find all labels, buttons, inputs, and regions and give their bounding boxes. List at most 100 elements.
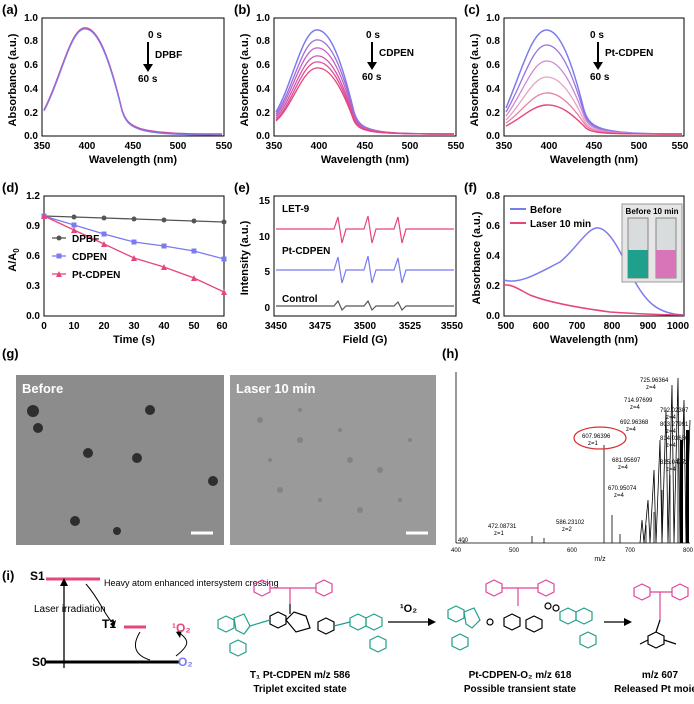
i-o2: O₂ [178, 655, 193, 669]
h-peak: 670.95074 [608, 486, 637, 492]
panel-g: (g) Before Laser 10 min [2, 346, 436, 545]
e-ytick: 10 [259, 232, 271, 243]
i-mol3-sub: Released Pt moiety [614, 684, 694, 695]
panel-e-ylabel: Intensity (a.u.) [239, 220, 251, 295]
b-ytick: 0.8 [256, 36, 270, 47]
panel-c-label: (c) [464, 2, 480, 17]
panel-e: (e) Intensity (a.u.) 0 5 10 15 3450 3475… [234, 180, 464, 346]
a-ytick: 0.8 [24, 36, 38, 47]
i-isc: Heavy atom enhanced intersystem crossing [104, 578, 279, 588]
h-peak-z: z=4 [646, 385, 657, 391]
panel-i: (i) S1 Laser irradiation S0 Heavy atom e… [2, 568, 694, 695]
panel-b-ylabel: Absorbance (a.u.) [239, 33, 251, 126]
panel-b-xlabel: Wavelength (nm) [321, 154, 410, 166]
h-peak-z: z=4 [626, 427, 637, 433]
panel-e-xlabel: Field (G) [343, 334, 388, 346]
panel-a-xlabel: Wavelength (nm) [89, 154, 178, 166]
h-peak: 725.96364 [640, 378, 669, 384]
e-ytick: 15 [259, 196, 271, 207]
i-mol3-title: m/z 607 [642, 670, 679, 681]
b-xtick: 550 [448, 141, 465, 152]
c-end: 60 s [590, 72, 610, 83]
f-legend-laser: Laser 10 min [530, 219, 591, 230]
c-xtick: 450 [586, 141, 603, 152]
f-ytick: 0.4 [486, 251, 500, 262]
d-legend-cdpen: CDPEN [72, 252, 107, 263]
a-xtick: 400 [79, 141, 96, 152]
h-peak: 692.96368 [620, 420, 649, 426]
c-xtick: 550 [672, 141, 689, 152]
i-mol2-sub: Possible transient state [464, 684, 577, 695]
h-peak-z: z=4 [630, 405, 641, 411]
e-trace-control: Control [282, 294, 318, 305]
h-xtick: 500 [509, 548, 520, 554]
f-xtick: 1000 [667, 321, 690, 332]
c-ytick: 0.0 [486, 131, 500, 142]
f-legend-before: Before [530, 205, 562, 216]
f-xtick: 900 [640, 321, 657, 332]
f-xtick: 700 [569, 321, 586, 332]
b-start: 0 s [366, 30, 380, 41]
h-peak-z: z=4 [614, 493, 625, 499]
b-ytick: 0.0 [256, 131, 270, 142]
f-inset-label: Before 10 min [626, 207, 679, 216]
h-xtick: 700 [625, 548, 636, 554]
a-ytick: 0.6 [24, 60, 38, 71]
panel-d: (d) A/A0 0.0 0.3 0.6 0.9 1.2 0 10 20 30 … [2, 180, 228, 346]
h-xlabel: m/z [594, 556, 606, 563]
panel-f-xlabel: Wavelength (nm) [550, 334, 639, 346]
panel-i-label: (i) [2, 568, 14, 583]
g-before-title: Before [22, 381, 63, 396]
f-xtick: 600 [533, 321, 550, 332]
b-xtick: 350 [266, 141, 283, 152]
molecule-3-structure [633, 583, 689, 649]
panel-c-ylabel: Absorbance (a.u.) [469, 33, 481, 126]
i-singlet-o2: ¹O₂ [172, 621, 191, 635]
d-ytick: 0.0 [26, 311, 40, 322]
i-arrow-label: ¹O₂ [400, 603, 417, 615]
c-xtick: 400 [541, 141, 558, 152]
c-species: Pt-CDPEN [605, 48, 653, 59]
h-xtick: 600 [567, 548, 578, 554]
d-ytick: 0.3 [26, 281, 40, 292]
h-peak-z: z=4 [666, 443, 677, 449]
e-ytick: 5 [264, 267, 270, 278]
e-xtick: 3475 [309, 321, 332, 332]
a-xtick: 500 [170, 141, 187, 152]
b-xtick: 450 [357, 141, 374, 152]
h-peak: 825.04272 [660, 460, 689, 466]
d-ytick: 0.6 [26, 251, 40, 262]
h-peak: 681.95697 [612, 458, 641, 464]
h-peak-z: z=4 [666, 467, 677, 473]
i-s0: S0 [32, 655, 47, 669]
a-xtick: 350 [34, 141, 51, 152]
c-start: 0 s [590, 30, 604, 41]
d-ytick: 1.2 [26, 191, 40, 202]
panel-b-label: (b) [234, 2, 251, 17]
b-ytick: 0.2 [256, 108, 270, 119]
panel-a-label: (a) [2, 2, 18, 17]
i-laser: Laser irradiation [34, 604, 106, 615]
f-ytick: 0.8 [486, 191, 500, 202]
i-mol2-title: Pt-CDPEN-O₂ m/z 618 [469, 670, 572, 681]
h-xtick: 800 [683, 548, 694, 554]
h-peak: 586.23102 [556, 520, 585, 526]
a-ytick: 1.0 [24, 13, 38, 24]
d-legend-dpbf: DPBF [72, 234, 99, 245]
h-xtick: 400 [458, 538, 469, 544]
d-xtick: 30 [128, 321, 140, 332]
e-xtick: 3450 [265, 321, 288, 332]
e-trace-let9: LET-9 [282, 204, 310, 215]
h-peak-z: z=1 [588, 441, 599, 447]
panel-d-xlabel: Time (s) [113, 334, 155, 346]
h-highlight-circle [573, 426, 627, 450]
a-end: 60 s [138, 74, 158, 85]
h-peak: 814.03636 [660, 436, 689, 442]
c-ytick: 0.4 [486, 84, 500, 95]
svg-text:A/A0: A/A0 [7, 248, 21, 272]
i-t1: T1 [102, 617, 116, 631]
molecule-1-structure [217, 579, 387, 657]
h-peak-z: z=2 [562, 527, 573, 533]
a-ytick: 0.4 [24, 84, 38, 95]
d-xtick: 40 [158, 321, 170, 332]
